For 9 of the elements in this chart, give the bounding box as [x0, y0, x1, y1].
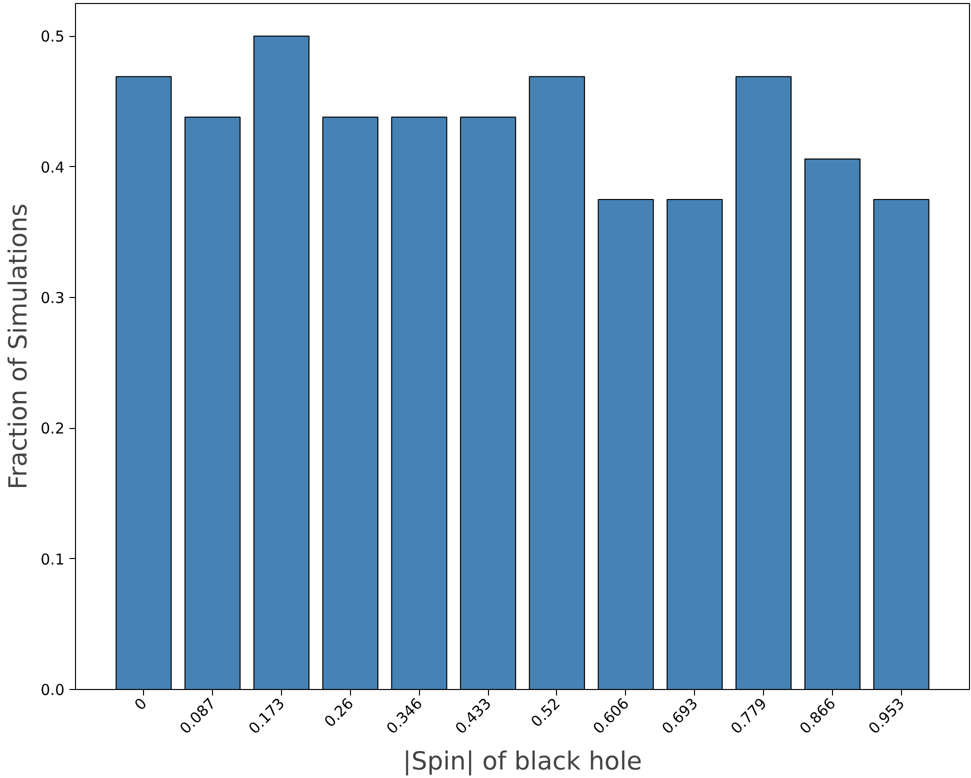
y-tick-label: 0.5	[40, 28, 65, 46]
text: 0.0	[40, 681, 65, 699]
y-axis-title: Fraction of Simulations	[4, 204, 33, 490]
y-tick-label: 0.2	[40, 420, 65, 438]
x-tick-label: 0	[130, 694, 150, 714]
y-tick-label: 0.1	[40, 550, 65, 568]
x-axis-title: |Spin| of black hole	[402, 746, 642, 776]
y-tick-label: 0.4	[40, 158, 65, 176]
y-tick-label: 0.3	[40, 289, 65, 307]
